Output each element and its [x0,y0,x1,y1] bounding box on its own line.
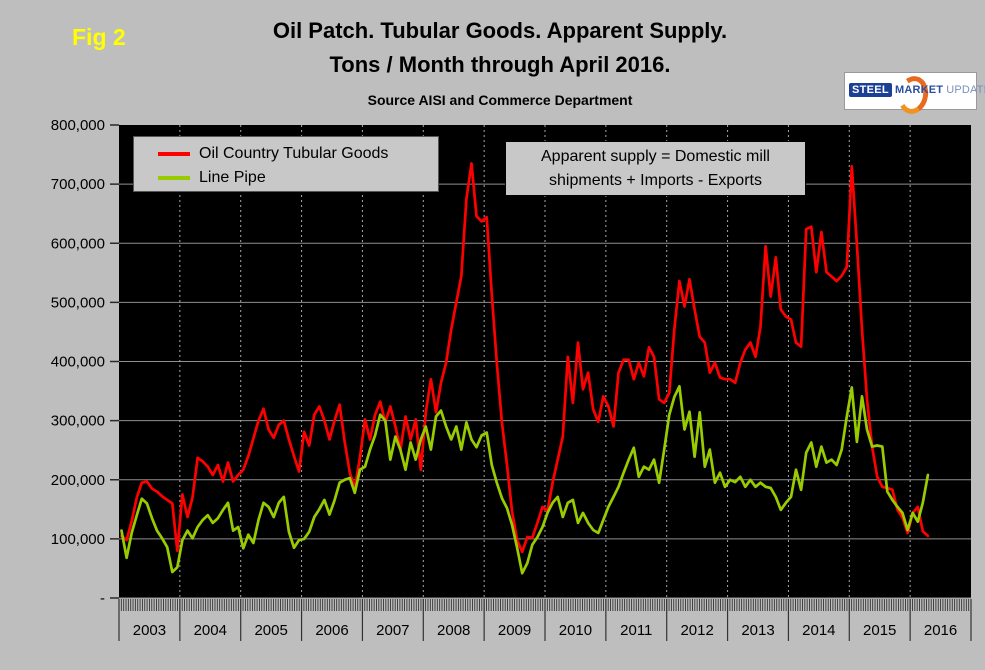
y-axis-label: 800,000 [51,117,105,134]
x-axis-year-label: 2016 [924,622,957,639]
x-axis-year-label: 2006 [315,622,348,639]
legend: Oil Country Tubular Goods Line Pipe [133,136,439,192]
y-axis-label: - [100,590,105,607]
logo-word-steel: STEEL [849,83,892,97]
logo-wordmark: STEELMARKETUPDATE [849,83,985,97]
x-axis-year-label: 2008 [437,622,470,639]
legend-items: Oil Country Tubular Goods Line Pipe [158,142,438,190]
x-axis-year-label: 2003 [133,622,166,639]
x-axis-year-label: 2014 [802,622,835,639]
legend-swatch [158,152,190,156]
annotation-line2: shipments + Imports - Exports [549,172,762,189]
legend-swatch [158,176,190,180]
x-axis-year-label: 2004 [194,622,227,639]
legend-label: Line Pipe [199,169,266,186]
x-axis-year-label: 2012 [680,622,713,639]
figure-label: Fig 2 [72,24,126,50]
series-line-pipe [120,384,930,575]
x-axis-year-label: 2007 [376,622,409,639]
chart-title: Oil Patch. Tubular Goods. Apparent Suppl… [120,14,880,82]
x-axis-year-label: 2010 [559,622,592,639]
chart-subtitle: Source AISI and Commerce Department [367,92,633,108]
annotation-line1: Apparent supply = Domestic mill [541,148,770,165]
x-axis-year-label: 2015 [863,622,896,639]
y-axis-label: 100,000 [51,531,105,548]
x-axis-year-label: 2005 [254,622,287,639]
annotation-box: Apparent supply = Domestic mill shipment… [505,141,806,196]
legend-label: Oil Country Tubular Goods [199,145,389,162]
legend-item-oil-country-tubular-goods: Oil Country Tubular Goods [158,142,438,166]
series-oil-country-tubular-goods [120,162,930,554]
x-axis-year-label: 2011 [620,622,652,639]
y-axis-label: 400,000 [51,354,105,371]
steel-market-update-logo: STEELMARKETUPDATE [844,72,985,117]
x-axis-year-label: 2009 [498,622,531,639]
y-axis-label: 200,000 [51,472,105,489]
chart-title-line2: Tons / Month through April 2016. [329,52,671,77]
y-axis-label: 300,000 [51,413,105,430]
y-axis-label: 600,000 [51,235,105,252]
legend-item-line-pipe: Line Pipe [158,166,438,190]
x-axis-year-label: 2013 [741,622,774,639]
y-axis-label: 700,000 [51,176,105,193]
logo-word-update: UPDATE [946,84,985,96]
y-axis-label: 500,000 [51,294,105,311]
logo-word-market: MARKET [894,84,944,96]
chart-title-line1: Oil Patch. Tubular Goods. Apparent Suppl… [272,18,728,43]
